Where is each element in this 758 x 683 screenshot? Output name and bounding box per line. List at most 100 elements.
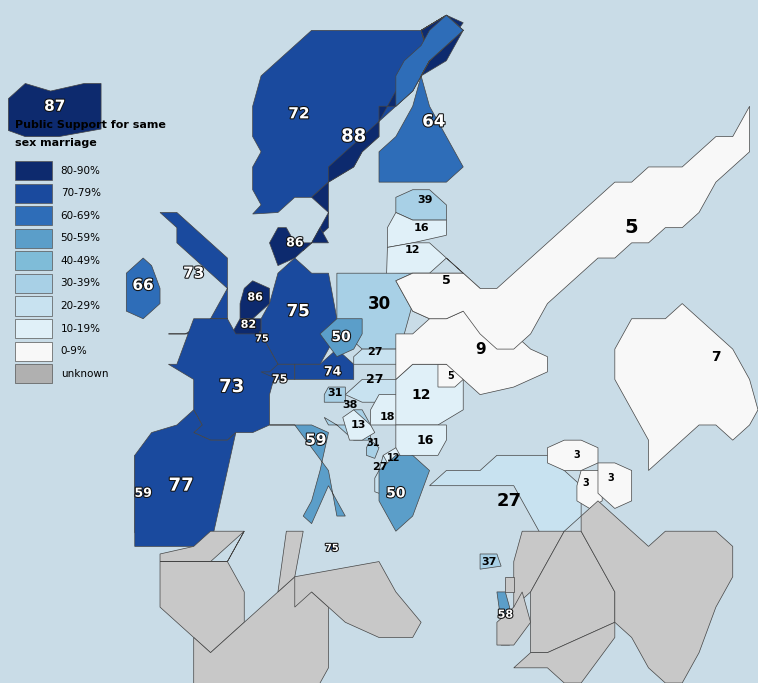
Polygon shape <box>135 456 152 533</box>
Bar <box>15 274 52 293</box>
Polygon shape <box>194 576 328 683</box>
Polygon shape <box>330 545 334 549</box>
Text: 82: 82 <box>241 320 256 330</box>
Polygon shape <box>343 410 374 440</box>
Text: 73: 73 <box>219 378 244 396</box>
Text: 31: 31 <box>366 438 380 448</box>
Polygon shape <box>135 410 236 546</box>
Text: 27: 27 <box>367 347 383 357</box>
Text: 66: 66 <box>133 278 154 293</box>
Text: 72: 72 <box>288 107 310 122</box>
Text: 58: 58 <box>498 610 513 619</box>
Polygon shape <box>160 212 227 334</box>
Text: 16: 16 <box>413 223 429 233</box>
Bar <box>15 229 52 248</box>
Text: 12: 12 <box>387 454 401 463</box>
Text: 10-19%: 10-19% <box>61 324 101 333</box>
Text: 50: 50 <box>331 330 351 344</box>
Text: 12: 12 <box>412 388 431 402</box>
Polygon shape <box>258 331 265 343</box>
Text: 80-90%: 80-90% <box>61 166 101 176</box>
Polygon shape <box>396 190 446 220</box>
Polygon shape <box>320 319 362 357</box>
Text: 37: 37 <box>481 557 497 567</box>
Text: sex marriage: sex marriage <box>15 138 97 148</box>
Text: 9: 9 <box>475 342 485 357</box>
Text: 70-79%: 70-79% <box>61 189 101 198</box>
Polygon shape <box>514 622 615 683</box>
Text: 40-49%: 40-49% <box>61 256 101 266</box>
Text: 5: 5 <box>442 275 451 288</box>
Polygon shape <box>366 440 379 458</box>
Polygon shape <box>324 410 371 440</box>
Text: Public Support for same: Public Support for same <box>15 120 166 130</box>
Polygon shape <box>261 258 337 364</box>
Text: 27: 27 <box>497 492 522 510</box>
Polygon shape <box>168 319 278 440</box>
Polygon shape <box>396 107 750 349</box>
Text: unknown: unknown <box>61 369 108 378</box>
Text: 74: 74 <box>324 365 341 378</box>
Bar <box>15 251 52 270</box>
Polygon shape <box>438 364 463 387</box>
Text: 27: 27 <box>366 373 384 386</box>
Text: 59: 59 <box>134 487 152 500</box>
Text: 30: 30 <box>368 294 390 313</box>
Text: 77: 77 <box>168 477 193 494</box>
Polygon shape <box>506 576 514 592</box>
Polygon shape <box>295 349 354 380</box>
Text: 30-39%: 30-39% <box>61 279 101 288</box>
Polygon shape <box>8 83 101 137</box>
Polygon shape <box>328 273 412 349</box>
Text: 7: 7 <box>711 350 721 363</box>
Polygon shape <box>598 463 631 508</box>
Text: 18: 18 <box>380 413 395 422</box>
Text: 20-29%: 20-29% <box>61 301 101 311</box>
Polygon shape <box>303 15 463 251</box>
Polygon shape <box>396 303 547 395</box>
Text: 39: 39 <box>418 195 433 206</box>
Polygon shape <box>371 395 412 425</box>
Text: 27: 27 <box>372 462 387 473</box>
Bar <box>15 342 52 361</box>
Polygon shape <box>497 592 531 645</box>
Text: 60-69%: 60-69% <box>61 211 101 221</box>
Polygon shape <box>379 456 430 531</box>
Text: 12: 12 <box>405 245 421 255</box>
Polygon shape <box>346 372 412 402</box>
Polygon shape <box>514 531 564 607</box>
Bar <box>15 161 52 180</box>
Polygon shape <box>160 531 244 653</box>
Polygon shape <box>615 303 758 471</box>
Text: 64: 64 <box>422 113 445 130</box>
Text: 59: 59 <box>305 432 327 447</box>
Polygon shape <box>531 531 615 653</box>
Text: 50-59%: 50-59% <box>61 234 101 243</box>
Text: 50: 50 <box>386 486 406 500</box>
Text: 73: 73 <box>183 266 205 281</box>
Polygon shape <box>480 554 501 569</box>
Text: 75: 75 <box>325 543 339 553</box>
Polygon shape <box>324 387 346 402</box>
Polygon shape <box>396 425 446 463</box>
Polygon shape <box>387 243 446 275</box>
Text: 38: 38 <box>342 400 357 410</box>
Text: 87: 87 <box>44 99 65 114</box>
Polygon shape <box>547 440 598 471</box>
Text: 75: 75 <box>287 302 310 320</box>
Text: 75: 75 <box>272 374 287 385</box>
Polygon shape <box>240 281 270 319</box>
Text: 16: 16 <box>417 434 434 447</box>
Polygon shape <box>497 592 509 645</box>
Text: 88: 88 <box>341 128 366 145</box>
Text: 86: 86 <box>247 292 263 303</box>
Polygon shape <box>270 425 346 524</box>
Text: 3: 3 <box>582 477 589 488</box>
Polygon shape <box>261 364 295 380</box>
Polygon shape <box>270 227 328 266</box>
Text: 75: 75 <box>255 333 268 344</box>
Text: 5: 5 <box>447 372 454 381</box>
Text: 3: 3 <box>574 450 581 460</box>
Bar <box>15 319 52 338</box>
Polygon shape <box>379 15 463 182</box>
